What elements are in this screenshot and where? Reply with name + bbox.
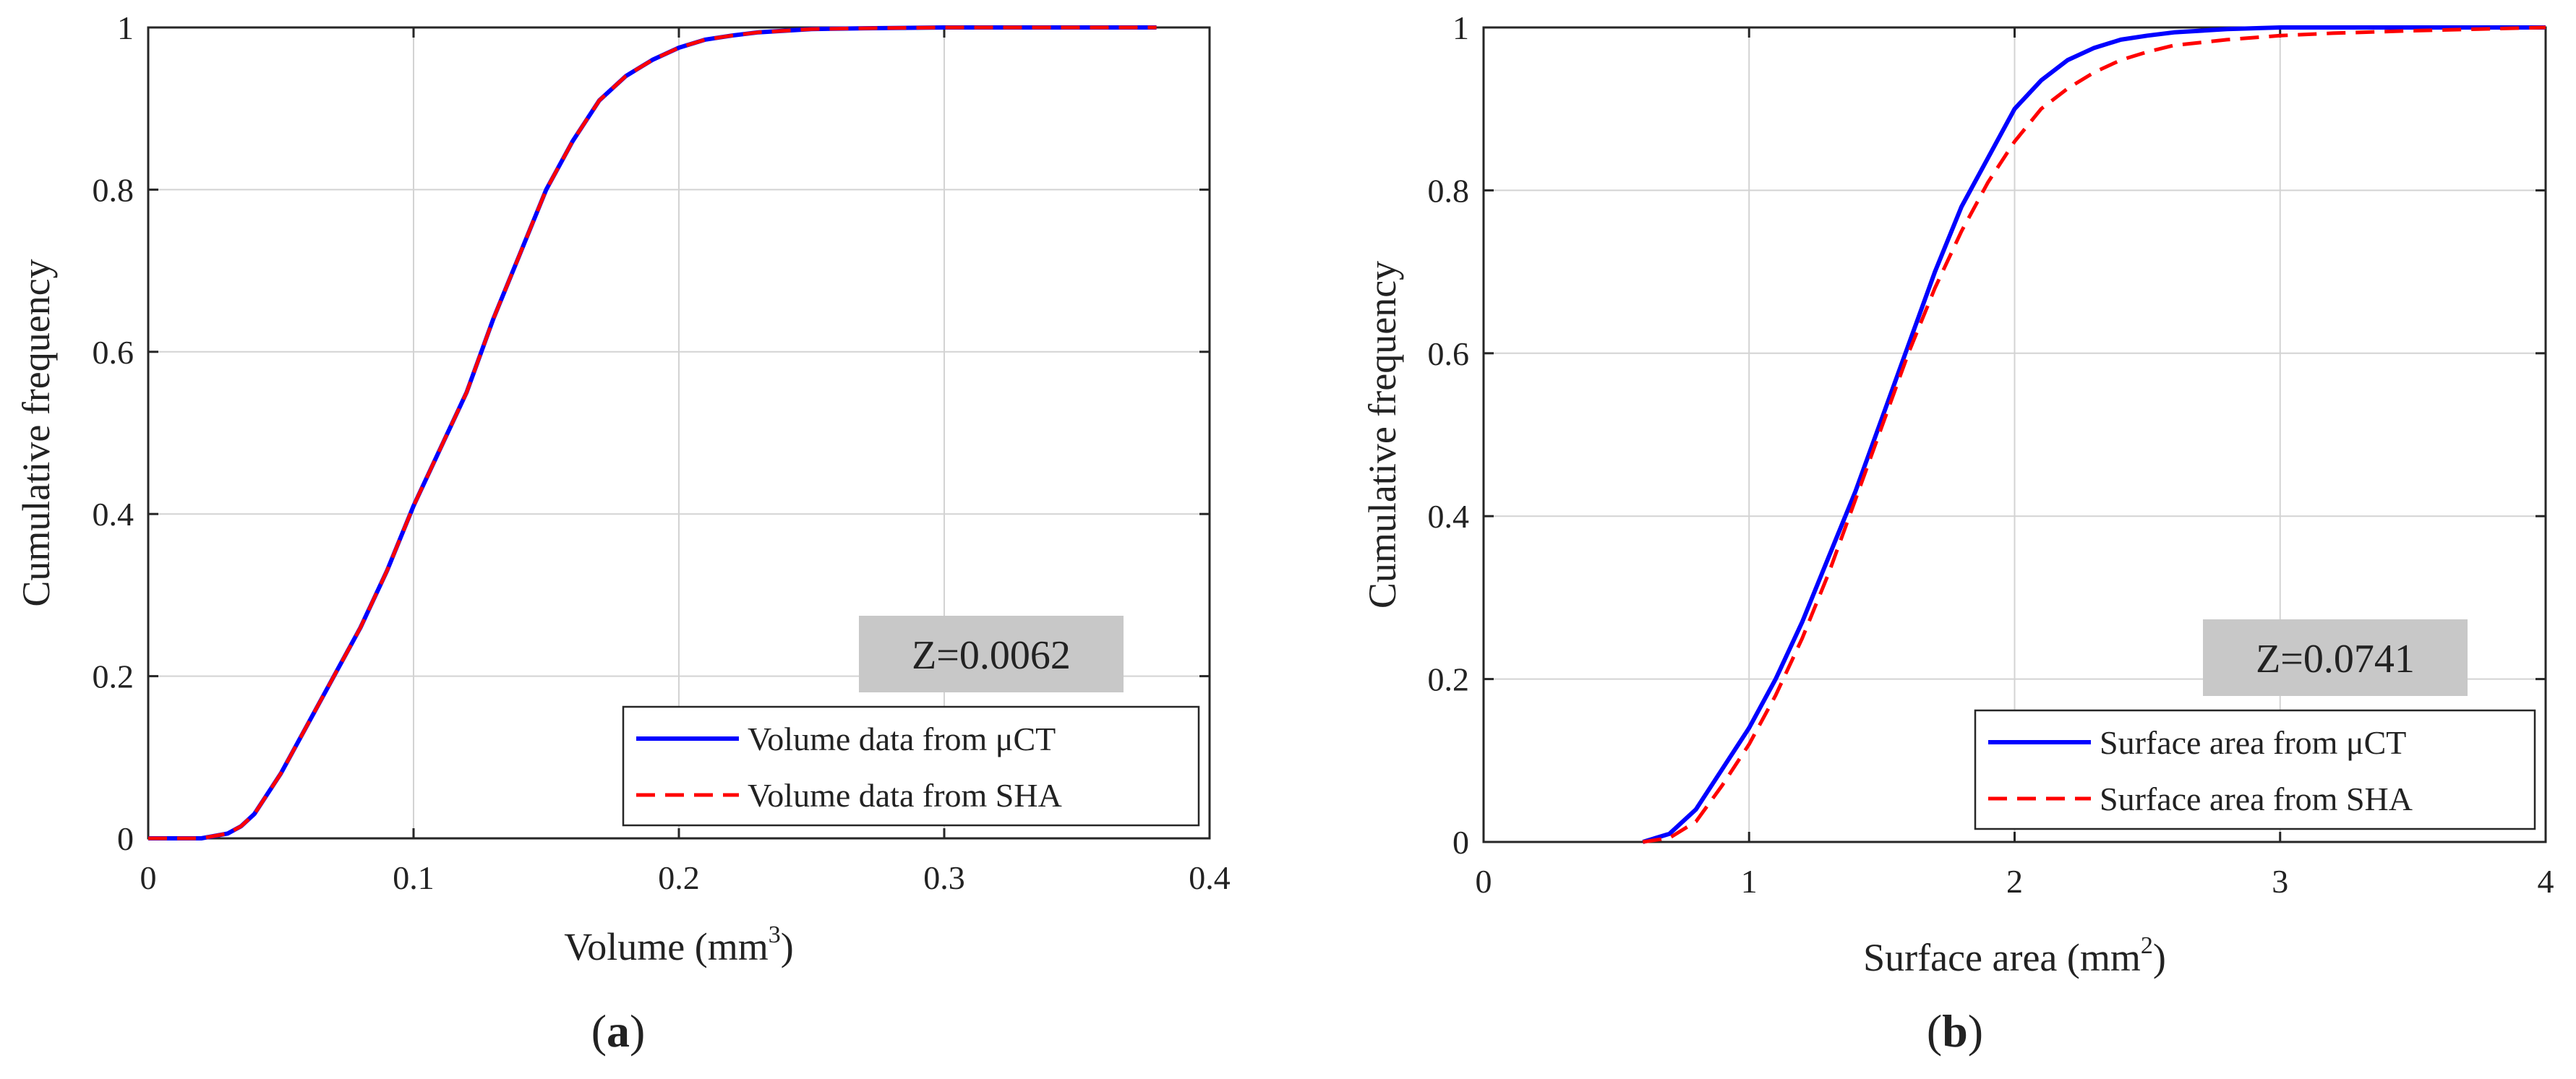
chart-a-series-sha-line <box>148 25 1157 841</box>
chart-a-ytick-label: 0 <box>117 820 134 857</box>
chart-a-xtick-label: 0.4 <box>1189 859 1231 896</box>
chart-a-caption-open: ( <box>591 1005 607 1057</box>
chart-a-legend-label-sha: Volume data from SHA <box>748 777 1062 814</box>
chart-b-xtick-label: 3 <box>2272 863 2288 900</box>
chart-b-legend <box>1974 709 2536 830</box>
chart-a-xlabel-sup: 3 <box>769 921 781 948</box>
chart-a-ytick-label: 1 <box>117 9 134 46</box>
chart-a-xlabel: Volume (mm3) <box>564 921 793 968</box>
chart-a-xlabel-main: Volume (mm <box>564 925 769 968</box>
chart-a-caption: (a) <box>591 1005 646 1057</box>
chart-b-xtick-label: 0 <box>1476 863 1492 900</box>
chart-a-legend <box>622 705 1200 827</box>
chart-b-z-annotation-box <box>2203 619 2468 696</box>
chart-b-caption-open: ( <box>1927 1005 1942 1057</box>
chart-b-ytick-label: 0 <box>1452 824 1469 861</box>
chart-b-xlabel-sup: 2 <box>2141 932 2153 959</box>
chart-a-xtick-label: 0.2 <box>658 859 700 896</box>
chart-b-xtick-label: 1 <box>1741 863 1758 900</box>
chart-b-legend-label-uct: Surface area from μCT <box>2100 724 2406 761</box>
chart-b-ytick-label: 0.4 <box>1428 498 1470 535</box>
chart-a-caption-letter: a <box>607 1005 630 1057</box>
chart-a-legend-label-uct: Volume data from μCT <box>748 721 1056 757</box>
chart-b-z-annotation: Z=0.0741 <box>2256 637 2415 682</box>
chart-b: 0 1 2 3 4 0 0.2 0.4 0.6 0.8 1 Z=0.0741 Surface area … <box>1361 9 2554 1057</box>
chart-b-legend-label-sha: Surface area from SHA <box>2100 781 2413 817</box>
chart-a-ytick-label: 0.4 <box>93 496 134 533</box>
chart-a-xtick-label: 0.3 <box>923 859 965 896</box>
chart-a-caption-close: ) <box>630 1005 645 1057</box>
chart-a: 0 0.1 0.2 0.3 0.4 0 0.2 0.4 0.6 0.8 1 Z=0.0062 Volum… <box>14 9 1231 1057</box>
chart-b-xtick-label: 2 <box>2006 863 2023 900</box>
chart-b-xlabel-main: Surface area (mm <box>1863 936 2141 979</box>
chart-a-xtick-label: 0 <box>140 859 157 896</box>
chart-b-caption-letter: b <box>1942 1005 1968 1057</box>
chart-b-series-uct-line <box>1642 25 2546 844</box>
chart-a-xlabel-close: ) <box>781 925 794 968</box>
chart-a-z-annotation-box <box>859 616 1124 692</box>
chart-b-ytick-label: 0.2 <box>1428 661 1470 698</box>
chart-a-z-annotation: Z=0.0062 <box>912 633 1071 678</box>
chart-b-xtick-label: 4 <box>2538 863 2554 900</box>
chart-b-caption-close: ) <box>1968 1005 1983 1057</box>
chart-b-ylabel: Cumulative frequency <box>1361 261 1404 609</box>
chart-b-xlabel-close: ) <box>2153 936 2166 979</box>
chart-b-caption: (b) <box>1927 1005 1983 1057</box>
chart-a-ylabel: Cumulative frequency <box>14 259 58 606</box>
chart-a-ytick-label: 0.2 <box>93 658 134 695</box>
chart-a-ytick-label: 0.6 <box>93 334 134 371</box>
chart-b-ytick-label: 1 <box>1452 9 1469 46</box>
chart-b-ytick-label: 0.8 <box>1428 172 1470 209</box>
chart-b-series-sha-line <box>1642 25 2546 844</box>
chart-a-ytick-label: 0.8 <box>93 171 134 208</box>
chart-b-ytick-label: 0.6 <box>1428 335 1470 372</box>
chart-a-xtick-label: 0.1 <box>393 859 435 896</box>
chart-b-xlabel: Surface area (mm2) <box>1863 932 2166 979</box>
